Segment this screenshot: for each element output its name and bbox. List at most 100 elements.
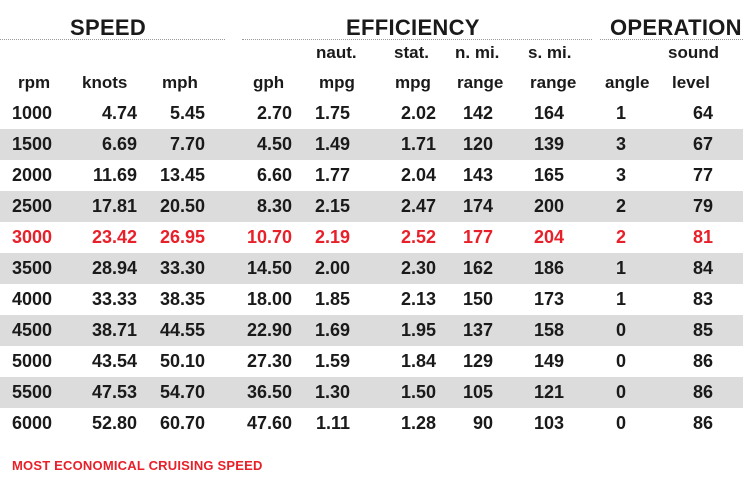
cell-stat-mpg: 2.13 <box>400 289 436 309</box>
cell-knots: 43.54 <box>91 351 137 371</box>
header-naut-line2: mpg <box>319 73 355 92</box>
cell-rpm: 4000 <box>12 289 53 309</box>
cell-mph: 38.35 <box>159 289 205 309</box>
cell-angle: 2 <box>615 227 626 247</box>
performance-table: 1000 4.74 5.45 2.70 1.75 2.02 142 164 1 64 1500 6.6… <box>0 98 743 439</box>
cell-mph: 54.70 <box>137 377 209 408</box>
cell-naut-mpg: 1.77 <box>314 165 350 185</box>
cell-sound-level: 86 <box>692 413 713 433</box>
cell-angle: 1 <box>576 253 666 284</box>
divider-efficiency <box>242 39 592 40</box>
cell-smi-range: 173 <box>533 289 564 309</box>
cell-nmi-range: 105 <box>438 377 501 408</box>
cell-gph: 10.70 <box>246 227 292 247</box>
cell-sound-level: 86 <box>692 351 713 371</box>
header-nmi-line2: range <box>457 73 504 92</box>
cell-nmi-range: 143 <box>462 165 493 185</box>
table-row: 5000 43.54 50.10 27.30 1.59 1.84 129 149 0 86 <box>0 346 743 377</box>
cell-rpm: 3000 <box>12 227 53 247</box>
cell-knots: 4.74 <box>101 103 137 123</box>
cell-rpm: 2500 <box>0 191 70 222</box>
cell-knots: 11.69 <box>92 165 137 185</box>
cell-mph: 13.45 <box>159 165 205 185</box>
cell-smi-range: 121 <box>501 377 576 408</box>
footnote-most-economical: MOST ECONOMICAL CRUISING SPEED <box>12 458 263 473</box>
table-row: 2000 11.69 13.45 6.60 1.77 2.04 143 165 3 77 <box>0 160 743 191</box>
cell-gph: 18.00 <box>246 289 292 309</box>
header-rpm: rpm <box>18 73 51 92</box>
cell-nmi-range: 162 <box>438 253 501 284</box>
header-gph: gph <box>253 73 285 92</box>
table-row-most-economical: 3000 23.42 26.95 10.70 2.19 2.52 177 204 2 81 <box>0 222 743 253</box>
cell-naut-mpg: 1.30 <box>292 377 362 408</box>
cell-stat-mpg: 2.52 <box>400 227 436 247</box>
cell-sound-level: 64 <box>692 103 713 123</box>
cell-rpm: 5000 <box>12 351 53 371</box>
group-title-speed-text: SPEED <box>70 15 147 40</box>
header-sound-line2: level <box>672 73 710 92</box>
cell-stat-mpg: 1.28 <box>400 413 436 433</box>
cell-knots: 6.69 <box>70 129 137 160</box>
table-row: 5500 47.53 54.70 36.50 1.30 1.50 105 121 0 86 <box>0 377 743 408</box>
cell-smi-range: 103 <box>533 413 564 433</box>
cell-stat-mpg: 2.02 <box>400 103 436 123</box>
cell-rpm: 1000 <box>12 103 53 123</box>
cell-knots: 17.81 <box>70 191 137 222</box>
table-row: 2500 17.81 20.50 8.30 2.15 2.47 174 200 2 79 <box>0 191 743 222</box>
cell-naut-mpg: 1.85 <box>314 289 350 309</box>
cell-smi-range: 158 <box>501 315 576 346</box>
cell-mph: 5.45 <box>169 103 205 123</box>
cell-angle: 0 <box>615 351 626 371</box>
cell-stat-mpg: 1.84 <box>400 351 436 371</box>
cell-mph: 60.70 <box>159 413 205 433</box>
table-row: 4500 38.71 44.55 22.90 1.69 1.95 137 158 0 85 <box>0 315 743 346</box>
cell-nmi-range: 90 <box>472 413 493 433</box>
cell-sound-level: 84 <box>666 253 743 284</box>
cell-sound-level: 79 <box>666 191 743 222</box>
cell-smi-range: 186 <box>501 253 576 284</box>
cell-rpm: 6000 <box>12 413 53 433</box>
cell-rpm: 3500 <box>0 253 70 284</box>
cell-mph: 44.55 <box>137 315 209 346</box>
cell-sound-level: 86 <box>666 377 743 408</box>
cell-mph: 26.95 <box>159 227 205 247</box>
cell-knots: 28.94 <box>70 253 137 284</box>
header-knots: knots <box>82 73 128 92</box>
cell-naut-mpg: 1.75 <box>314 103 350 123</box>
cell-nmi-range: 120 <box>438 129 501 160</box>
cell-nmi-range: 137 <box>438 315 501 346</box>
cell-stat-mpg: 2.30 <box>362 253 438 284</box>
cell-angle: 0 <box>576 377 666 408</box>
table-body: 1000 4.74 5.45 2.70 1.75 2.02 142 164 1 64 1500 6.6… <box>0 98 743 439</box>
cell-gph: 27.30 <box>246 351 292 371</box>
cell-naut-mpg: 1.59 <box>314 351 350 371</box>
header-smi-line1: s. mi. <box>528 43 572 62</box>
cell-knots: 23.42 <box>91 227 137 247</box>
header-smi-line2: range <box>530 73 577 92</box>
header-stat-line1: stat. <box>394 43 429 62</box>
cell-gph: 47.60 <box>246 413 292 433</box>
cell-smi-range: 165 <box>533 165 564 185</box>
cell-smi-range: 164 <box>533 103 564 123</box>
cell-naut-mpg: 2.00 <box>292 253 362 284</box>
cell-smi-range: 200 <box>501 191 576 222</box>
group-title-efficiency-text: EFFICIENCY <box>346 15 480 40</box>
cell-angle: 0 <box>576 315 666 346</box>
cell-rpm: 5500 <box>0 377 70 408</box>
cell-mph: 33.30 <box>137 253 209 284</box>
cell-naut-mpg: 1.11 <box>315 413 350 433</box>
cell-naut-mpg: 2.19 <box>314 227 350 247</box>
cell-knots: 38.71 <box>70 315 137 346</box>
divider-operation <box>600 39 743 40</box>
table-row: 3500 28.94 33.30 14.50 2.00 2.30 162 186 1 84 <box>0 253 743 284</box>
cell-knots: 52.80 <box>91 413 137 433</box>
cell-stat-mpg: 1.50 <box>362 377 438 408</box>
header-stat-line2: mpg <box>395 73 431 92</box>
cell-gph: 6.60 <box>256 165 292 185</box>
header-mph: mph <box>162 73 198 92</box>
cell-nmi-range: 177 <box>462 227 493 247</box>
cell-nmi-range: 142 <box>462 103 493 123</box>
cell-stat-mpg: 2.47 <box>362 191 438 222</box>
group-title-operation: OPERATION <box>610 14 742 42</box>
header-angle: angle <box>605 73 650 92</box>
